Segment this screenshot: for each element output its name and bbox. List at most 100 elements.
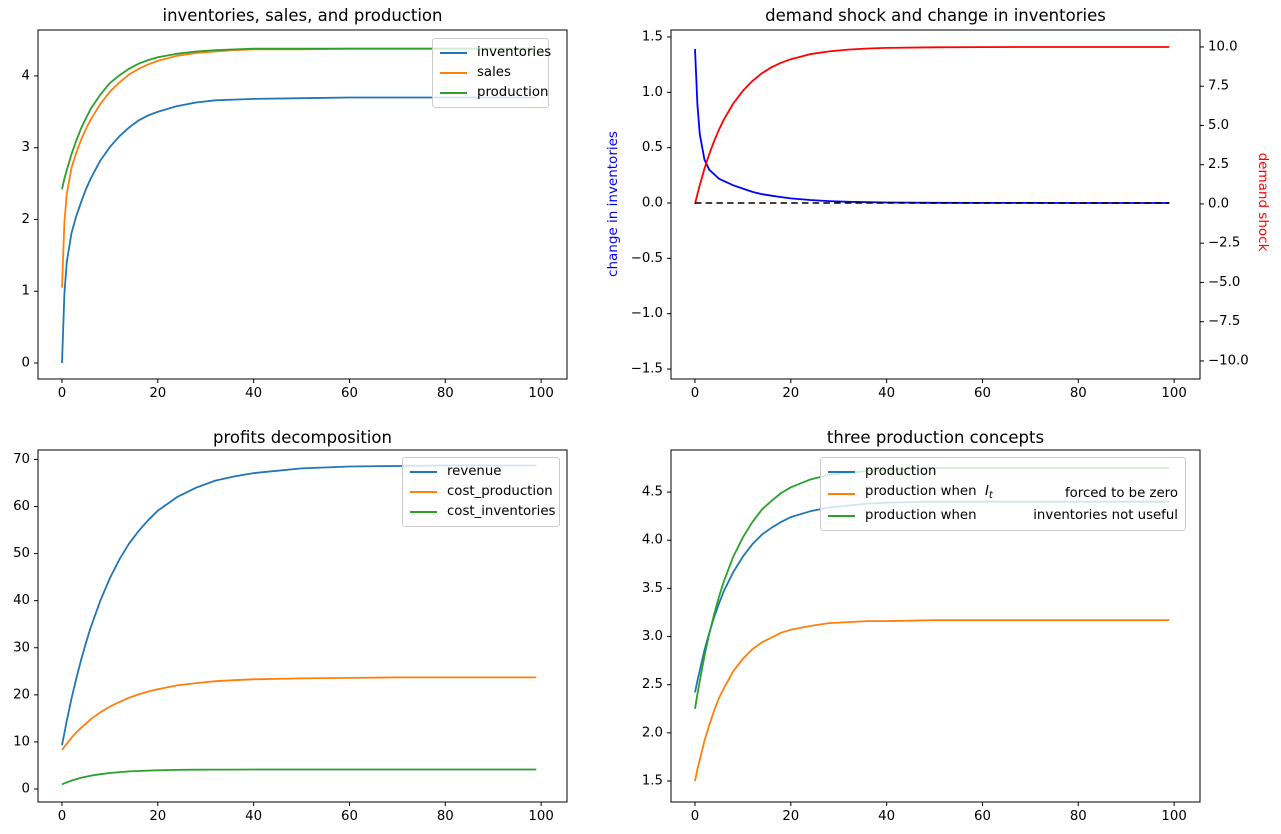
x-tick-label: 80 [437,386,454,401]
x-axis-ticks: 0 20 40 60 80 100 [691,802,1187,824]
y-tick-label: 20 [13,687,30,702]
legend-line-swatch [828,493,855,495]
x-tick-label: 40 [245,809,262,824]
axes-bottom-left: 0 20 40 60 80 100 0 10 20 30 40 50 60 70 [13,449,568,824]
legend-line-swatch [410,511,437,513]
y-axis-ticks: −1.5 −1.0 −0.5 0.0 0.5 1.0 1.5 [631,29,671,377]
y-axis-ticks: 0 10 20 30 40 50 60 70 [13,452,38,797]
right-y-tick-label: 0.0 [1208,196,1229,211]
legend-line-swatch [410,471,437,473]
legend-top-left: inventories sales production [432,38,551,108]
series-line-demand-shock [694,46,1170,205]
plot-spines [670,449,1201,803]
axes-top-left: 0 20 40 60 80 100 0 1 2 3 4 [22,29,568,401]
y-tick-label: 0 [22,355,30,370]
x-tick-label: 20 [149,809,166,824]
series-line-production [61,47,537,190]
x-tick-label: 40 [878,386,895,401]
legend-label-text: revenue [447,464,502,479]
legend-label: cost_production [447,482,553,502]
x-tick-label: 0 [691,386,699,401]
x-tick-label: 0 [691,809,699,824]
legend-line-swatch [440,52,467,54]
plot-spines [670,29,1201,380]
y-axis-ticks: 1.5 2.0 2.5 3.0 3.5 4.0 4.5 [642,485,671,789]
axes-top-right: 0 20 40 60 80 100 −1.5 −1.0 −0.5 0.0 0.5 1.0 1.5 −10.… [631,29,1249,400]
legend-item: production when inventories not useful [828,506,1178,526]
series-line-production-when-i-t-forced-to-be-zero [694,619,1170,782]
y-tick-label: 4.5 [642,485,663,500]
legend-line-swatch [440,92,467,94]
legend-item: sales [440,63,541,83]
legend-label-right: forced to be zero [1064,486,1178,501]
y-tick-label: 1.5 [642,774,663,789]
legend-label-text: production when [865,484,985,499]
x-tick-label: 100 [528,809,553,824]
legend-label: revenue [447,462,501,482]
legend-label-text: cost_inventories [447,504,556,519]
legend-label: inventories [477,43,551,63]
legend-item: cost_inventories [410,502,555,522]
y-tick-label: 70 [13,452,30,467]
x-tick-label: 60 [341,809,358,824]
x-tick-label: 100 [1161,386,1186,401]
axis-label-demand-shock: demand shock [1255,152,1271,252]
legend-item: production [828,462,1178,482]
legend-item: production [440,83,548,103]
y-tick-label: 10 [13,734,30,749]
right-y-tick-label: −7.5 [1208,314,1240,329]
right-y-tick-label: 2.5 [1208,157,1229,172]
legend-label: production [865,462,936,482]
legend-label: production when It [865,482,993,506]
right-y-tick-label: −5.0 [1208,275,1240,290]
y-tick-label: 50 [13,546,30,561]
x-tick-label: 80 [437,809,454,824]
series-line-cost-production [61,676,537,751]
x-tick-label: 20 [149,386,166,401]
series-line-revenue [61,464,537,746]
math-subscript: t [988,490,993,501]
chart-title-top-right: demand shock and change in inventories [765,6,1106,25]
y-tick-label: 1.0 [642,85,663,100]
legend-item: revenue [410,462,552,482]
x-tick-label: 60 [974,809,991,824]
x-tick-label: 60 [974,386,991,401]
y-tick-label: 40 [13,593,30,608]
y-axis-ticks: 0 1 2 3 4 [22,68,38,370]
y-tick-label: −0.5 [631,251,663,266]
legend-label-text: production [477,85,549,100]
legend-item: cost_production [410,482,553,502]
legend-label-right: inventories not useful [1033,508,1178,523]
axis-label-change-in-inventories: change in inventories [605,131,621,277]
x-tick-label: 100 [528,386,553,401]
legend-label-text: inventories [477,45,552,60]
y-tick-label: 1.5 [642,29,663,44]
x-tick-label: 80 [1070,386,1087,401]
right-y-tick-label: 7.5 [1208,79,1229,94]
legend-bottom-right: production production when It forced to be… [820,457,1186,531]
axes-bottom-right: 0 20 40 60 80 100 1.5 2.0 2.5 3.0 3.5 4.0 4.5 [642,449,1201,824]
x-tick-label: 40 [878,809,895,824]
legend-label-text: cost_production [447,484,553,499]
legend-line-swatch [828,515,855,517]
y-tick-label: −1.5 [631,362,663,377]
series-line-inventories [61,96,537,364]
x-tick-label: 20 [782,809,799,824]
math-symbol: I [985,484,989,499]
x-tick-label: 40 [245,386,262,401]
legend-label-text: production [865,464,937,479]
x-axis-ticks: 0 20 40 60 80 100 [691,379,1187,401]
series-line-change-in-inventories [694,49,1170,204]
x-axis-ticks: 0 20 40 60 80 100 [58,379,554,401]
x-tick-label: 80 [1070,809,1087,824]
chart-title-bottom-left: profits decomposition [213,428,392,447]
legend-label: cost_inventories [447,502,555,522]
legend-label-text: production when [865,508,977,523]
right-y-tick-label: 10.0 [1208,39,1238,54]
y-tick-label: 0.0 [642,196,663,211]
legend-line-swatch [410,491,437,493]
y-tick-label: 1 [22,284,30,299]
y-tick-label: −1.0 [631,306,663,321]
